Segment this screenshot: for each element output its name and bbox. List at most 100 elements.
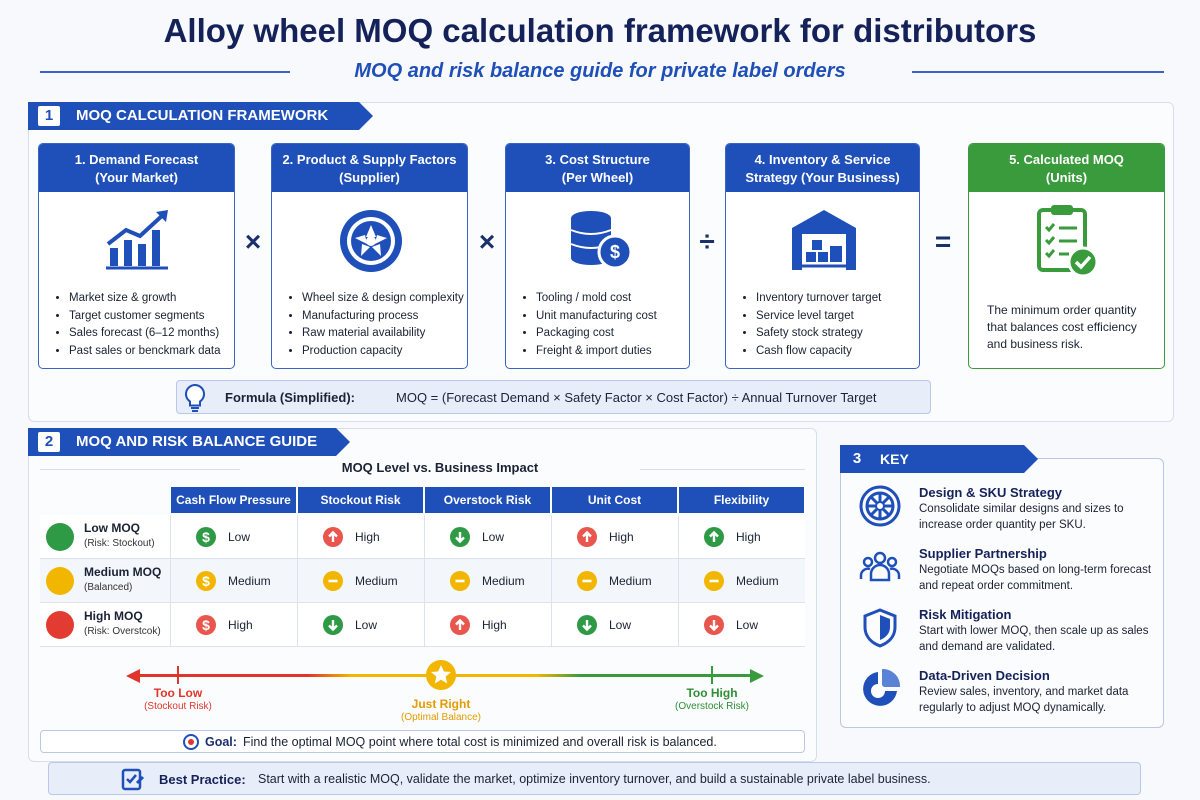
icon-part: $ [196, 615, 216, 635]
card-title: 5. Calculated MOQ [1009, 152, 1124, 167]
operator: ÷ [699, 226, 715, 257]
icon-part [709, 620, 719, 632]
cell-divider [678, 603, 679, 647]
scale-label: Too High [686, 686, 738, 700]
card-header: 4. Inventory & Service Strategy (Your Bus… [726, 144, 919, 192]
card-title: 4. Inventory & Service [754, 152, 891, 167]
card-title: 2. Product & Supply Factors [282, 152, 457, 167]
card-title: 1. Demand Forecast [74, 152, 199, 167]
consideration-text: Negotiate MOQs based on long-term foreca… [919, 564, 1152, 592]
icon-part [869, 563, 891, 582]
operator: × [478, 226, 496, 257]
consideration-icon [859, 668, 901, 710]
formula-box: Formula (Simplified): MOQ = (Forecast Dem… [176, 380, 931, 414]
formula-text: MOQ = (Forecast Demand × Safety Factor ×… [396, 390, 877, 405]
card-list: Tooling / mold costUnit manufacturing co… [520, 290, 657, 360]
icon-part [750, 669, 764, 683]
icon-part [1037, 205, 1099, 278]
icon-part [354, 235, 367, 244]
icon-part [135, 775, 145, 785]
icon-part [155, 210, 168, 222]
icon-part [886, 556, 898, 568]
icon-part [577, 615, 597, 635]
icon-part [1067, 246, 1099, 278]
card-item: Target customer segments [69, 308, 221, 326]
cell-value: High [482, 618, 507, 632]
table-title: MOQ Level vs. Business Impact [240, 460, 640, 475]
icon-part [1051, 205, 1073, 215]
section-tab: 2 MOQ AND RISK BALANCE GUIDE [28, 428, 350, 456]
card-item: Past sales or benckmark data [69, 343, 221, 361]
consideration-title: Risk Mitigation [919, 607, 1012, 622]
cell-divider [297, 603, 298, 647]
card: 1. Demand Forecast (Your Market) Market si… [38, 143, 235, 369]
icon-part [859, 551, 901, 582]
icon-part [126, 669, 140, 683]
section-title: MOQ AND RISK BALANCE GUIDE [76, 433, 318, 450]
cell-value: Low [609, 618, 632, 632]
cell-value: Low [355, 618, 378, 632]
row-note: (Risk: Overstcok) [84, 626, 161, 637]
goal-text: Find the optimal MOQ point where total c… [243, 735, 717, 749]
icon-part [880, 615, 890, 640]
column-header: Flexibility [679, 487, 804, 513]
card-subtitle: Strategy (Your Business) [745, 170, 900, 185]
section-tab: 1 MOQ CALCULATION FRAMEWORK [28, 102, 373, 130]
row-name: Medium MOQ [84, 565, 162, 579]
card-item: Sales forecast (6–12 months) [69, 325, 221, 343]
cell-icon [577, 571, 597, 591]
consideration-text: Review sales, inventory, and market data… [919, 686, 1129, 714]
icon-part [184, 383, 206, 412]
row-band [40, 559, 805, 603]
icon-part [126, 669, 140, 683]
icon-part [328, 530, 338, 542]
card-item: Production capacity [302, 343, 464, 361]
icon-part [183, 734, 199, 750]
card-subtitle: (Supplier) [339, 170, 400, 185]
cell-divider [551, 559, 552, 603]
icon-part [184, 383, 206, 407]
icon-part [121, 768, 145, 791]
icon-part [871, 684, 885, 698]
cell-icon [704, 615, 724, 635]
icon-part [196, 527, 216, 547]
icon-part [805, 240, 842, 262]
section-number: 3 [852, 450, 862, 467]
icon-part [371, 244, 381, 256]
consideration-title: Supplier Partnership [919, 546, 1047, 561]
card-item: Cash flow capacity [756, 343, 881, 361]
card-icon [331, 206, 411, 276]
row-note: (Balanced) [84, 582, 133, 593]
icon-part [577, 527, 597, 547]
card-item: Packaging cost [536, 325, 657, 343]
cell-divider [297, 559, 298, 603]
consideration-icon [859, 607, 901, 649]
result-card: 5. Calculated MOQ (Units) The minimum orde… [968, 143, 1165, 369]
section-title: MOQ CALCULATION FRAMEWORK [76, 107, 329, 124]
scale-label: Just Right [411, 697, 471, 711]
cell-divider [678, 515, 679, 559]
card-header: 5. Calculated MOQ (Units) [969, 144, 1164, 192]
cell-icon: $ [196, 571, 216, 591]
icon-part [323, 571, 343, 591]
icon-part [750, 669, 764, 683]
icon-part: $ [202, 617, 210, 633]
scale-tick [711, 666, 713, 684]
icon-part [873, 551, 887, 565]
icon-part [455, 618, 465, 630]
cell-value: High [228, 618, 253, 632]
best-practice-box: Best Practice: Start with a realistic MOQ… [48, 762, 1141, 795]
icon-part: $ [196, 527, 216, 547]
cell-icon [450, 615, 470, 635]
card-item: Freight & import duties [536, 343, 657, 361]
icon-part [1074, 255, 1092, 270]
icon-part: $ [570, 211, 632, 270]
row-band [40, 603, 805, 647]
icon-part [196, 615, 216, 635]
card-subtitle: (Your Market) [95, 170, 178, 185]
scale-note: (Optimal Balance) [400, 712, 482, 723]
consideration-title: Data-Driven Decision [919, 668, 1050, 683]
card-title: 3. Cost Structure [545, 152, 650, 167]
icon-part [704, 527, 724, 547]
operator: × [244, 226, 262, 257]
